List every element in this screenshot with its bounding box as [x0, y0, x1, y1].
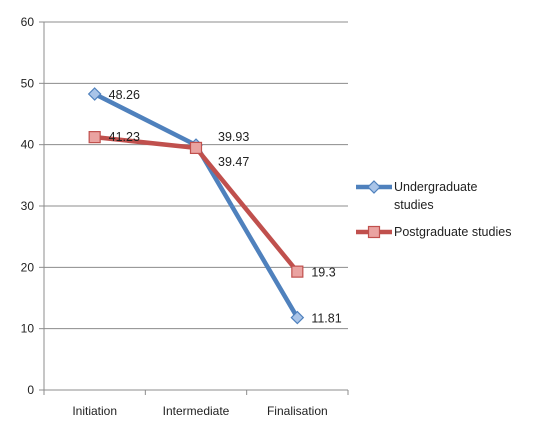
data-point: [189, 141, 203, 155]
data-point: [291, 265, 304, 278]
legend-label: Postgraduate studies: [394, 225, 511, 239]
y-tick-label: 0: [27, 383, 34, 397]
y-tick-label: 30: [21, 199, 35, 213]
legend-label: studies: [394, 198, 434, 212]
data-label: 11.81: [311, 312, 341, 326]
grid-lines: [39, 21, 349, 395]
y-tick-label: 10: [21, 322, 35, 336]
data-label: 19.3: [311, 266, 335, 280]
legend-label: Undergraduate: [394, 180, 477, 194]
data-point: [290, 310, 305, 325]
data-point: [87, 87, 102, 101]
data-label: 39.93: [218, 130, 249, 144]
y-tick-label: 40: [21, 138, 35, 152]
y-tick-label: 60: [21, 15, 35, 29]
data-point: [88, 131, 101, 144]
legend-marker: [367, 180, 381, 194]
legend-item-1: Postgraduate studies: [356, 225, 511, 239]
y-tick-label: 50: [21, 76, 35, 90]
data-label: 39.47: [218, 155, 249, 169]
data-labels: 48.26 39.93 11.81 41.23 39.47 19.3: [109, 88, 342, 326]
data-label: 41.23: [109, 130, 140, 144]
x-tick-label: Initiation: [72, 404, 117, 418]
x-tick-label: Intermediate: [163, 404, 230, 418]
legend: Undergraduate studies Postgraduate studies: [356, 180, 511, 239]
x-tick-label: Finalisation: [267, 404, 328, 418]
series-lines: [87, 87, 305, 325]
x-axis-ticks: Initiation Intermediate Finalisation: [72, 404, 327, 418]
legend-marker: [367, 225, 381, 239]
data-label: 48.26: [109, 88, 140, 102]
series-1: [88, 131, 304, 278]
y-tick-label: 20: [21, 260, 35, 274]
legend-item-0: Undergraduate studies: [356, 180, 477, 212]
y-axis-ticks: 0 10 20 30 40 50 60: [21, 15, 35, 397]
series-line: [92, 134, 300, 274]
